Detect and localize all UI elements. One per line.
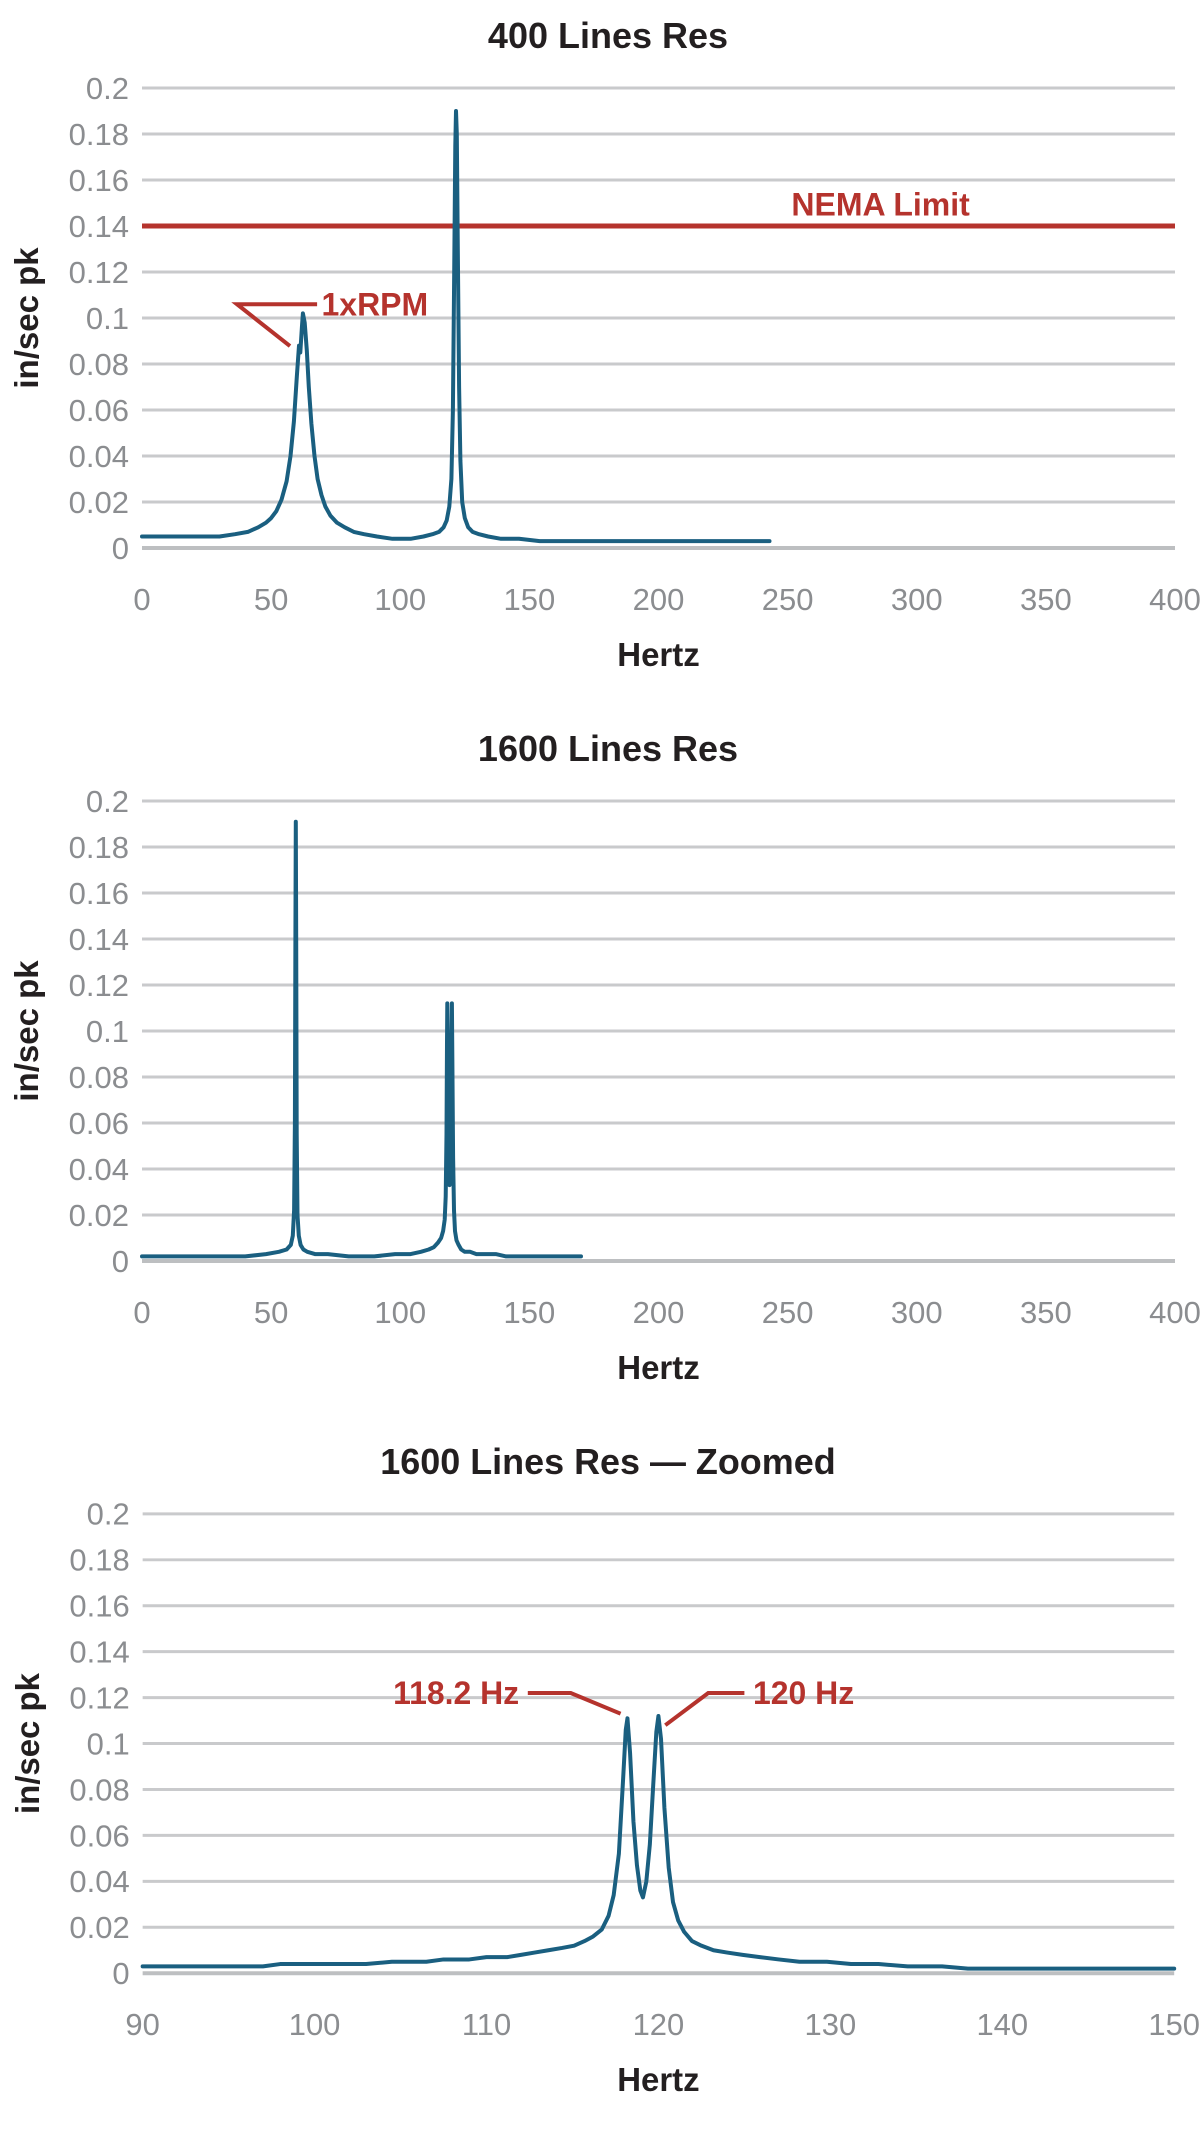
x-tick-label: 110 (462, 2007, 511, 2042)
y-tick-label: 0.06 (69, 1106, 129, 1141)
y-tick-label: 0.2 (86, 784, 129, 819)
y-tick-label: 0.06 (69, 1818, 129, 1853)
x-tick-label: 150 (1148, 2007, 1200, 2042)
y-tick-label: 0 (112, 531, 129, 566)
y-tick-label: 0.08 (69, 1060, 129, 1095)
x-tick-label: 100 (374, 1295, 426, 1330)
chart-title: 1600 Lines Res — Zoomed (380, 1441, 835, 1482)
y-tick-label: 0.16 (69, 876, 129, 911)
chart-1600-lines-zoomed-canvas: 0 0.02 0.04 0.06 0.08 0.1 0.12 0.14 0.16 0.18 0.2 9… (9, 1441, 1200, 2098)
x-tick-label: 200 (633, 582, 685, 617)
y-tick-label: 0.18 (69, 830, 129, 865)
y-tick-label: 0.2 (86, 71, 129, 106)
x-tick-label: 150 (504, 582, 556, 617)
y-tick-label: 0.08 (69, 1772, 129, 1807)
spectrum-trace (140, 1713, 1177, 1971)
annotation-leader-line (527, 1691, 622, 1716)
y-tick-label: 0.2 (87, 1497, 130, 1532)
x-tick-label: 300 (891, 582, 943, 617)
y-tick-label: 0.1 (87, 1726, 130, 1761)
x-tick-label: 250 (762, 1295, 814, 1330)
y-tick-label: 0.02 (69, 1910, 129, 1945)
y-tick-label: 0.1 (86, 301, 129, 336)
y-tick-label: 0 (112, 1956, 129, 1991)
x-tick-label: 400 (1149, 1295, 1200, 1330)
annotation-leader-line (231, 302, 318, 348)
x-tick-label: 130 (805, 2007, 857, 2042)
annotation-label: 1xRPM (321, 286, 428, 322)
chart-400-lines-canvas: 0 0.02 0.04 0.06 0.08 0.1 0.12 0.14 0.16 0.18 0.2 0… (8, 15, 1200, 673)
x-tick-label: 350 (1020, 582, 1072, 617)
spectrum-trace (140, 819, 583, 1259)
x-tick-label: 400 (1149, 582, 1200, 617)
y-tick-label: 0.04 (69, 1864, 129, 1899)
y-tick-label: 0.04 (69, 1152, 129, 1187)
y-tick-label: 0.14 (69, 1635, 129, 1670)
y-tick-label: 0.16 (69, 1589, 129, 1624)
x-tick-label: 100 (374, 582, 426, 617)
y-tick-label: 0.02 (69, 485, 129, 520)
y-tick-label: 0.1 (86, 1014, 129, 1049)
x-tick-label: 50 (254, 582, 288, 617)
y-axis-title: in/sec pk (8, 247, 45, 389)
chart-1600-lines-canvas: 0 0.02 0.04 0.06 0.08 0.1 0.12 0.14 0.16 0.18 0.2 0… (8, 728, 1200, 1386)
y-tick-label: 0.12 (69, 255, 129, 290)
x-tick-label: 250 (762, 582, 814, 617)
x-axis-title: Hertz (617, 636, 700, 673)
chart-title: 1600 Lines Res (478, 728, 738, 769)
x-tick-label: 90 (125, 2007, 159, 2042)
y-tick-label: 0.12 (69, 1680, 129, 1715)
y-tick-label: 0.18 (69, 117, 129, 152)
x-tick-label: 200 (633, 1295, 685, 1330)
annotation-leader-line (664, 1691, 745, 1727)
y-tick-label: 0.14 (69, 209, 129, 244)
x-tick-label: 350 (1020, 1295, 1072, 1330)
x-tick-label: 300 (891, 1295, 943, 1330)
x-tick-label: 140 (976, 2007, 1028, 2042)
chart-1600-lines-res: 0 0.02 0.04 0.06 0.08 0.1 0.12 0.14 0.16 0.18 0.2 0… (0, 713, 1200, 1426)
annotation-label: 118.2 Hz (393, 1675, 519, 1711)
x-tick-label: 0 (133, 1295, 150, 1330)
x-tick-label: 0 (133, 582, 150, 617)
y-axis-title: in/sec pk (8, 960, 45, 1102)
x-axis-title: Hertz (617, 1349, 700, 1386)
x-tick-label: 100 (289, 2007, 341, 2042)
y-tick-label: 0.06 (69, 393, 129, 428)
chart-1600-lines-res-zoomed: 0 0.02 0.04 0.06 0.08 0.1 0.12 0.14 0.16 0.18 0.2 9… (0, 1426, 1200, 2138)
annotation-label: NEMA Limit (791, 187, 970, 223)
chart-title: 400 Lines Res (488, 15, 728, 56)
y-tick-label: 0 (112, 1244, 129, 1279)
y-tick-label: 0.12 (69, 968, 129, 1003)
y-axis-title: in/sec pk (9, 1672, 46, 1814)
y-tick-label: 0.18 (69, 1543, 129, 1578)
x-tick-label: 120 (633, 2007, 685, 2042)
y-tick-label: 0.16 (69, 163, 129, 198)
x-tick-label: 150 (504, 1295, 556, 1330)
x-axis-title: Hertz (617, 2061, 699, 2098)
y-tick-label: 0.08 (69, 347, 129, 382)
annotation-label: 120 Hz (753, 1675, 854, 1711)
chart-400-lines-res: 0 0.02 0.04 0.06 0.08 0.1 0.12 0.14 0.16 0.18 0.2 0… (0, 0, 1200, 713)
y-tick-label: 0.14 (69, 922, 129, 957)
x-tick-label: 50 (254, 1295, 288, 1330)
y-tick-label: 0.02 (69, 1198, 129, 1233)
y-tick-label: 0.04 (69, 439, 129, 474)
spectrum-trace (140, 109, 772, 544)
